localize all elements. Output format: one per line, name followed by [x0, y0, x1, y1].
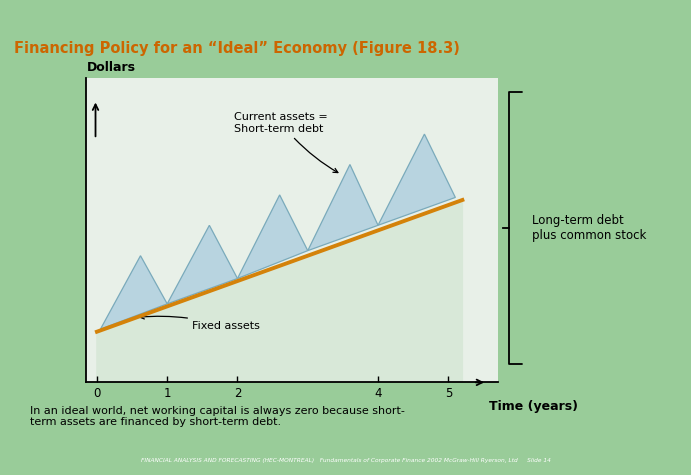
Polygon shape: [378, 134, 455, 225]
Text: Long-term debt
plus common stock: Long-term debt plus common stock: [532, 214, 647, 242]
Polygon shape: [238, 195, 307, 278]
Polygon shape: [307, 164, 378, 251]
Text: Current assets =
Short-term debt: Current assets = Short-term debt: [234, 112, 338, 172]
Polygon shape: [100, 256, 167, 329]
Text: Fixed assets: Fixed assets: [140, 314, 260, 331]
Text: Financing Policy for an “Ideal” Economy (Figure 18.3): Financing Policy for an “Ideal” Economy …: [14, 41, 460, 57]
Text: In an ideal world, net working capital is always zero because short-
term assets: In an ideal world, net working capital i…: [30, 406, 406, 428]
Text: FINANCIAL ANALYSIS AND FORECASTING (HEC-MONTREAL)   Fundamentals of Corporate Fi: FINANCIAL ANALYSIS AND FORECASTING (HEC-…: [140, 458, 551, 463]
Polygon shape: [97, 200, 462, 382]
Polygon shape: [167, 225, 238, 304]
Text: Dollars: Dollars: [86, 61, 135, 74]
Text: Time (years): Time (years): [489, 400, 578, 413]
